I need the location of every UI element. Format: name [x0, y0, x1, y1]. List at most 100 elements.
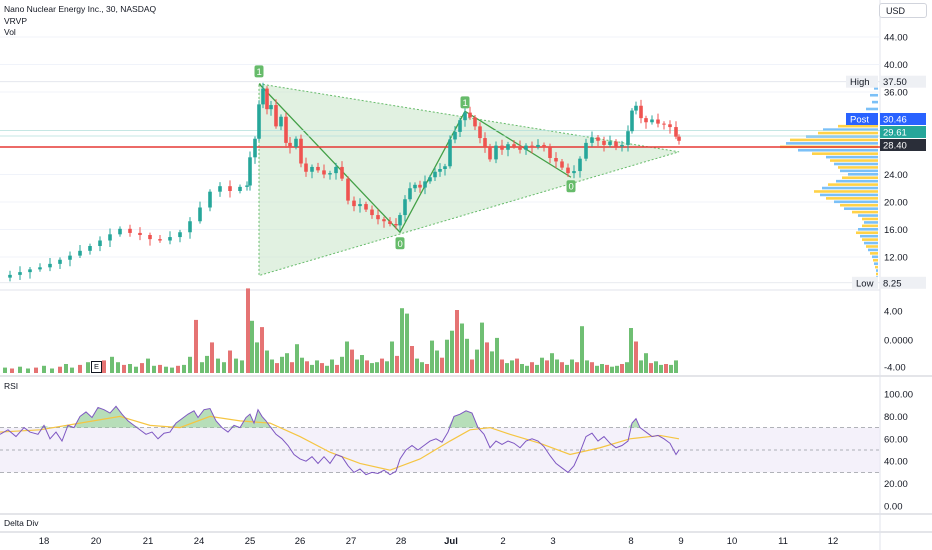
candle-body [48, 263, 52, 268]
candle-body [218, 186, 222, 192]
volume-bar [205, 355, 209, 373]
volume-bar [615, 365, 619, 373]
candle-body [608, 141, 612, 145]
candle-body [572, 171, 576, 174]
volume-profile-bin [864, 221, 878, 224]
time-tick-label: 26 [295, 536, 306, 547]
rsi-overbought-fill [198, 409, 204, 428]
indicator-vrvp-label[interactable]: VRVP [4, 16, 27, 26]
volume-profile-bin [862, 238, 878, 241]
price-badge-value: 37.50 [883, 77, 907, 88]
candle-body [38, 267, 42, 270]
candle-body [428, 177, 432, 182]
price-tick-label: 40.00 [884, 60, 908, 71]
candle-body [403, 199, 407, 216]
candle-body [261, 88, 265, 105]
volume-bar [455, 310, 459, 373]
volume-bar [3, 367, 7, 373]
volume-bar [26, 368, 30, 373]
earnings-marker[interactable]: E [91, 361, 102, 373]
volume-bar [460, 323, 464, 373]
pattern-point-text: 1 [257, 67, 262, 78]
volume-bar [639, 360, 643, 373]
volume-bar [182, 364, 186, 373]
price-axis[interactable]: 44.00 40.00 36.00 24.00 20.00 16.00 12.00 [884, 33, 908, 264]
volume-bar [340, 356, 344, 373]
volume-bar [240, 360, 244, 373]
candle-body [228, 186, 232, 191]
price-tick-label: 12.00 [884, 253, 908, 264]
candle-body [128, 228, 132, 233]
candle-body [433, 171, 437, 178]
rsi-overbought-fill [258, 409, 262, 428]
symbol-title[interactable]: Nano Nuclear Energy Inc., 30, NASDAQ [4, 4, 157, 14]
candle-body [364, 204, 368, 210]
volume-bar [222, 362, 226, 373]
horizontal-level-line[interactable] [0, 81, 880, 284]
volume-bar [545, 360, 549, 373]
delta-div-pane-label[interactable]: Delta Div [4, 518, 39, 528]
volume-bar [565, 364, 569, 373]
indicator-vol-label[interactable]: Vol [4, 27, 16, 37]
volume-bar [250, 320, 254, 373]
candle-body [58, 259, 62, 264]
volume-profile-bin [838, 124, 878, 128]
time-tick-label: 24 [194, 536, 205, 547]
candle-body [138, 232, 142, 235]
pattern-point-text: 1 [463, 98, 468, 109]
time-tick-label: 10 [727, 536, 738, 547]
volume-profile-bin [858, 214, 878, 217]
volume-bar [465, 338, 469, 373]
currency-button[interactable]: USD [879, 3, 927, 18]
volume-bar [430, 340, 434, 373]
volume-bar [110, 356, 114, 373]
candle-body [524, 145, 528, 150]
volume-bar [580, 326, 584, 373]
volume-bars [3, 288, 678, 373]
time-axis[interactable]: 18 20 21 24 25 26 27 28 Jul 2 3 8 9 10 11 12 [39, 536, 839, 547]
rsi-tick-label: 20.00 [884, 479, 908, 490]
volume-profile-bin [848, 173, 878, 176]
candle-body [668, 124, 672, 128]
volume-profile-bin [870, 93, 878, 97]
candle-body [578, 158, 582, 172]
volume-bar [320, 363, 324, 373]
volume-bar [365, 360, 369, 373]
rsi-overbought-fill [86, 411, 92, 428]
volume-profile-bin [870, 252, 878, 255]
candle-body [530, 145, 534, 147]
volume-bar [570, 359, 574, 373]
candle-body [358, 204, 362, 207]
volume-bar [355, 359, 359, 373]
volume-profile-bin [834, 200, 878, 204]
volume-bar [530, 362, 534, 373]
candle-body [566, 167, 570, 174]
volume-bar [575, 362, 579, 373]
price-badge-bg [880, 113, 926, 125]
volume-profile-bin [868, 248, 878, 252]
candle-body [483, 138, 487, 147]
candle-body [518, 146, 522, 150]
rsi-pane-label[interactable]: RSI [4, 381, 19, 391]
volume-bar [290, 362, 294, 373]
candle-body [376, 215, 380, 220]
rsi-indicator [0, 405, 880, 476]
candle-body [346, 178, 350, 201]
volume-bar [295, 344, 299, 373]
candle-body [294, 138, 298, 147]
price-tick-label: 20.00 [884, 198, 908, 209]
candle-body [245, 185, 249, 187]
price-badge-label: Low [856, 278, 874, 289]
rsi-moving-average-line [0, 415, 680, 471]
volume-profile-bin [798, 148, 878, 152]
price-badge-value: 29.61 [883, 128, 907, 139]
rsi-tick-label: 0.00 [884, 502, 903, 513]
triangle-pattern[interactable] [258, 83, 680, 277]
pattern-point-badge [395, 237, 405, 250]
volume-bar [659, 364, 663, 373]
volume-bar [495, 337, 499, 373]
price-badge-label-bg [846, 75, 878, 88]
candle-body [28, 269, 32, 273]
volume-bar [440, 357, 444, 373]
